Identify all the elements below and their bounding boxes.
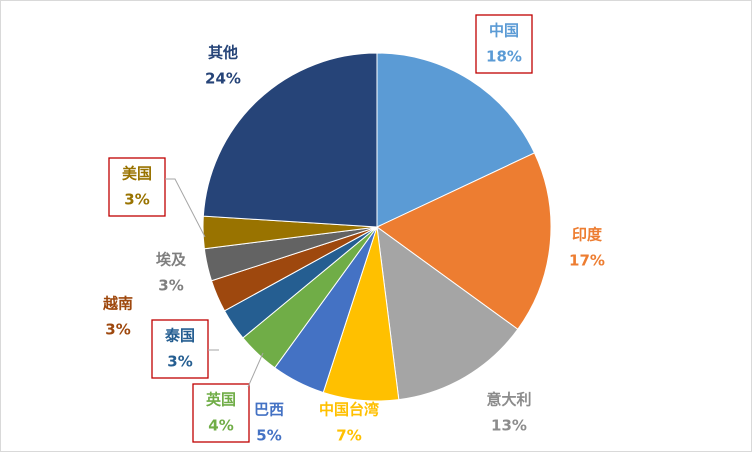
value-label: 3% xyxy=(158,277,183,295)
category-label: 越南 xyxy=(102,295,133,313)
value-label: 3% xyxy=(105,321,130,339)
category-label: 埃及 xyxy=(156,251,187,269)
label-box xyxy=(151,319,209,379)
category-label: 美国 xyxy=(122,165,152,183)
value-label: 4% xyxy=(208,417,233,435)
value-label: 3% xyxy=(167,353,192,371)
value-label: 17% xyxy=(569,252,605,270)
pie-slice xyxy=(202,52,378,228)
value-label: 24% xyxy=(205,70,241,88)
category-label: 英国 xyxy=(206,391,236,409)
pie-slice xyxy=(376,52,536,228)
category-label: 巴西 xyxy=(254,401,284,419)
value-label: 7% xyxy=(336,427,361,445)
leader-line xyxy=(165,178,206,238)
category-label: 中国台湾 xyxy=(319,401,379,419)
pie-slice xyxy=(376,225,519,401)
label-box xyxy=(192,383,250,443)
leader-line xyxy=(247,352,264,388)
category-label: 中国 xyxy=(489,22,519,40)
category-label: 其他 xyxy=(208,44,238,62)
value-label: 18% xyxy=(486,48,522,66)
pie-slice xyxy=(376,152,552,330)
category-label: 泰国 xyxy=(164,327,195,345)
label-box xyxy=(108,157,166,217)
label-box xyxy=(475,14,533,74)
value-label: 3% xyxy=(124,191,149,209)
value-label: 5% xyxy=(256,427,281,445)
category-label: 印度 xyxy=(572,226,603,244)
category-label: 意大利 xyxy=(486,391,531,409)
value-label: 13% xyxy=(491,417,527,435)
